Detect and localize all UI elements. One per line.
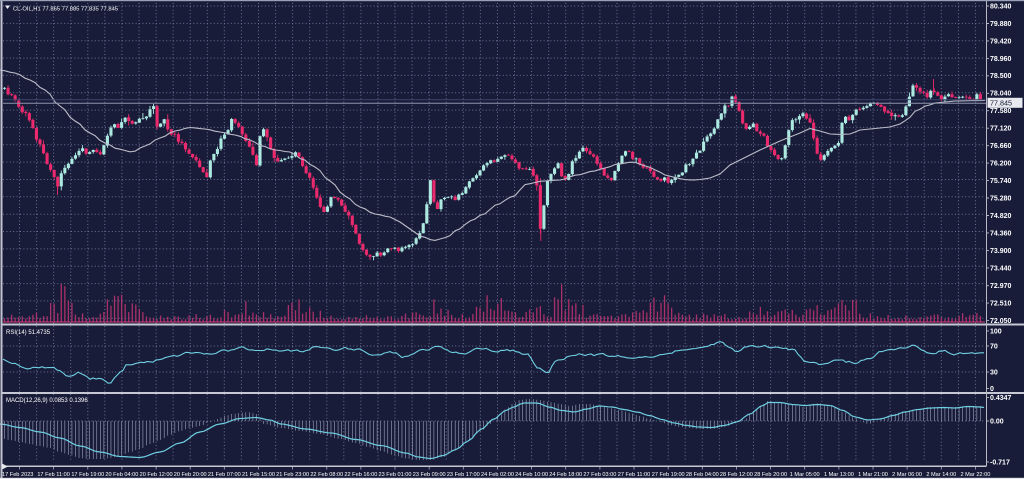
svg-text:2 Mar 14:00: 2 Mar 14:00 <box>926 472 956 478</box>
svg-text:0.4347: 0.4347 <box>990 395 1012 402</box>
svg-text:22 Feb 08:00: 22 Feb 08:00 <box>310 472 343 478</box>
svg-text:77.120: 77.120 <box>990 126 1012 133</box>
svg-text:23 Feb 09:00: 23 Feb 09:00 <box>413 472 446 478</box>
svg-text:75.280: 75.280 <box>990 195 1012 202</box>
svg-text:17 Feb 19:00: 17 Feb 19:00 <box>71 472 104 478</box>
svg-text:27 Feb 19:00: 27 Feb 19:00 <box>652 472 685 478</box>
svg-text:20 Feb 20:00: 20 Feb 20:00 <box>174 472 207 478</box>
svg-text:28 Feb 20:00: 28 Feb 20:00 <box>754 472 787 478</box>
svg-text:75.740: 75.740 <box>990 178 1012 185</box>
svg-text:27 Feb 03:00: 27 Feb 03:00 <box>583 472 616 478</box>
svg-text:1 Mar 21:00: 1 Mar 21:00 <box>858 472 888 478</box>
svg-text:77.580: 77.580 <box>990 108 1012 115</box>
svg-text:1 Mar 05:00: 1 Mar 05:00 <box>790 472 820 478</box>
svg-text:RSI(14) 51.4735: RSI(14) 51.4735 <box>6 330 51 336</box>
svg-text:27 Feb 11:00: 27 Feb 11:00 <box>618 472 651 478</box>
svg-text:23 Feb 01:00: 23 Feb 01:00 <box>379 472 412 478</box>
svg-text:MACD(12,26,9) 0.0853 0.1396: MACD(12,26,9) 0.0853 0.1396 <box>6 398 88 404</box>
svg-text:76.660: 76.660 <box>990 143 1012 150</box>
svg-text:78.500: 78.500 <box>990 73 1012 80</box>
svg-text:22 Feb 16:00: 22 Feb 16:00 <box>344 472 377 478</box>
svg-text:80.340: 80.340 <box>990 3 1012 10</box>
svg-text:76.200: 76.200 <box>990 161 1012 168</box>
svg-text:17 Feb 11:00: 17 Feb 11:00 <box>37 472 70 478</box>
svg-text:2 Mar 22:00: 2 Mar 22:00 <box>960 472 990 478</box>
svg-text:70: 70 <box>990 343 998 350</box>
svg-text:79.420: 79.420 <box>990 38 1012 45</box>
svg-text:30: 30 <box>990 369 998 376</box>
svg-text:78.960: 78.960 <box>990 56 1012 63</box>
svg-text:74.820: 74.820 <box>990 213 1012 220</box>
svg-text:23 Feb 17:00: 23 Feb 17:00 <box>447 472 480 478</box>
svg-text:79.880: 79.880 <box>990 21 1012 28</box>
svg-text:73.900: 73.900 <box>990 248 1012 255</box>
svg-text:28 Feb 12:00: 28 Feb 12:00 <box>720 472 753 478</box>
svg-text:24 Feb 18:00: 24 Feb 18:00 <box>549 472 582 478</box>
svg-text:78.040: 78.040 <box>990 91 1012 98</box>
svg-text:2 Mar 06:00: 2 Mar 06:00 <box>892 472 922 478</box>
svg-text:CL-OIL,H1 77.865 77.885 77.835: CL-OIL,H1 77.865 77.885 77.835 77.845 <box>13 7 118 13</box>
svg-text:1 Mar 13:00: 1 Mar 13:00 <box>824 472 854 478</box>
svg-text:72.970: 72.970 <box>990 283 1012 290</box>
svg-text:21 Feb 23:00: 21 Feb 23:00 <box>276 472 309 478</box>
svg-text:100: 100 <box>990 328 1002 335</box>
svg-text:77.845: 77.845 <box>990 98 1012 107</box>
svg-text:74.360: 74.360 <box>990 230 1012 237</box>
svg-text:24 Feb 02:00: 24 Feb 02:00 <box>481 472 514 478</box>
svg-text:28 Feb 04:00: 28 Feb 04:00 <box>686 472 719 478</box>
svg-text:17 Feb 2023: 17 Feb 2023 <box>2 472 33 478</box>
svg-text:20 Feb 12:00: 20 Feb 12:00 <box>140 472 173 478</box>
svg-text:24 Feb 10:00: 24 Feb 10:00 <box>515 472 548 478</box>
svg-text:21 Feb 07:00: 21 Feb 07:00 <box>208 472 241 478</box>
svg-text:20 Feb 04:00: 20 Feb 04:00 <box>105 472 138 478</box>
svg-text:21 Feb 15:00: 21 Feb 15:00 <box>242 472 275 478</box>
svg-text:73.440: 73.440 <box>990 265 1012 272</box>
svg-text:72.050: 72.050 <box>990 318 1012 325</box>
svg-text:0.00: 0.00 <box>990 418 1004 425</box>
svg-text:72.510: 72.510 <box>990 301 1012 308</box>
svg-text:-0.717: -0.717 <box>990 459 1010 466</box>
svg-text:0: 0 <box>990 386 994 393</box>
